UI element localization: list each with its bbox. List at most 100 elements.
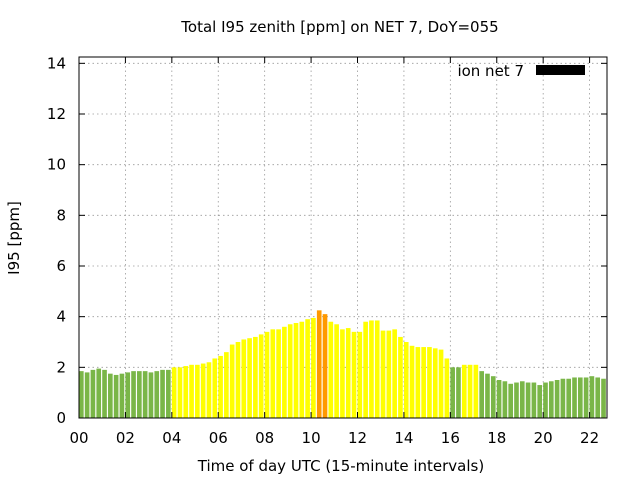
- legend-label: ion net 7: [457, 62, 524, 80]
- bar: [543, 382, 548, 418]
- bar: [218, 355, 223, 418]
- bar: [357, 331, 363, 418]
- bar: [531, 382, 537, 418]
- bar: [450, 367, 455, 418]
- bar: [566, 378, 572, 418]
- bar: [299, 321, 305, 418]
- x-tick-label: 08: [255, 429, 274, 447]
- x-tick-label: 18: [487, 429, 506, 447]
- x-tick-label: 04: [162, 429, 181, 447]
- bar: [380, 330, 386, 418]
- bar: [415, 347, 421, 418]
- plot-frame: [78, 56, 608, 419]
- bar: [479, 371, 484, 418]
- y-tick-label: 8: [56, 206, 66, 224]
- bar: [212, 358, 218, 418]
- y-tick-label: 14: [47, 54, 66, 72]
- legend-swatch: [536, 65, 585, 75]
- bar: [108, 373, 113, 418]
- bar: [438, 349, 444, 418]
- bar: [125, 372, 131, 418]
- y-tick-label: 0: [56, 409, 66, 427]
- bar: [276, 329, 281, 418]
- bars: [79, 310, 606, 418]
- bar: [119, 373, 125, 418]
- bar: [253, 336, 258, 418]
- y-tick-label: 12: [47, 105, 66, 123]
- bar: [79, 371, 84, 418]
- bar: [189, 364, 194, 418]
- bar: [96, 368, 102, 418]
- bar: [560, 378, 566, 418]
- bar: [363, 321, 368, 418]
- bar: [224, 352, 229, 418]
- bar: [235, 342, 241, 418]
- bar: [293, 323, 299, 418]
- bar: [102, 369, 107, 418]
- bar: [398, 336, 403, 418]
- bar: [427, 347, 432, 418]
- bar: [287, 324, 293, 418]
- bar: [171, 367, 177, 418]
- bar: [583, 377, 589, 418]
- bar: [142, 371, 148, 418]
- bar: [316, 310, 322, 418]
- bar: [537, 385, 543, 418]
- bar: [322, 314, 328, 418]
- bar: [461, 364, 467, 418]
- bar: [589, 376, 595, 418]
- x-tick-label: 14: [394, 429, 413, 447]
- bar: [554, 380, 560, 418]
- bar: [148, 372, 154, 418]
- bar: [311, 317, 316, 418]
- chart-title: Total I95 zenith [ppm] on NET 7, DoY=055: [180, 18, 498, 36]
- y-tick-label: 10: [47, 156, 66, 174]
- bar: [340, 329, 345, 418]
- bar: [485, 373, 490, 418]
- bar: [392, 329, 397, 418]
- bar: [160, 369, 165, 418]
- bar: [258, 334, 264, 418]
- bar: [183, 366, 189, 418]
- bar: [137, 371, 142, 418]
- x-tick-label: 00: [69, 429, 88, 447]
- bar: [595, 377, 601, 418]
- bar: [456, 367, 461, 418]
- x-tick-label: 06: [209, 429, 228, 447]
- bar: [84, 372, 90, 418]
- bar: [519, 381, 525, 418]
- y-axis-label: I95 [ppm]: [5, 201, 23, 275]
- y-tick-label: 4: [56, 308, 66, 326]
- y-tick-label: 2: [56, 358, 66, 376]
- bar: [166, 369, 171, 418]
- bar: [601, 378, 606, 418]
- bar: [490, 376, 496, 418]
- bar: [113, 374, 119, 418]
- bar: [177, 367, 183, 418]
- bar: [403, 342, 409, 418]
- bar: [247, 338, 252, 418]
- bar: [508, 383, 514, 418]
- bar: [200, 363, 206, 418]
- bar: [345, 328, 351, 418]
- bar: [432, 348, 438, 418]
- bar: [577, 377, 583, 418]
- bar: [374, 320, 380, 418]
- x-tick-label: 10: [302, 429, 321, 447]
- x-axis-label: Time of day UTC (15-minute intervals): [197, 457, 484, 475]
- bar: [444, 358, 450, 418]
- x-tick-label: 16: [441, 429, 460, 447]
- bar: [496, 380, 502, 418]
- bar: [351, 331, 357, 418]
- bar: [467, 364, 473, 418]
- y-tick-label: 6: [56, 257, 66, 275]
- bar: [473, 364, 479, 418]
- x-tick-label: 22: [580, 429, 599, 447]
- bar: [229, 344, 235, 418]
- bar: [195, 364, 200, 418]
- bar: [514, 382, 519, 418]
- bar: [409, 345, 415, 418]
- grid: [79, 57, 607, 418]
